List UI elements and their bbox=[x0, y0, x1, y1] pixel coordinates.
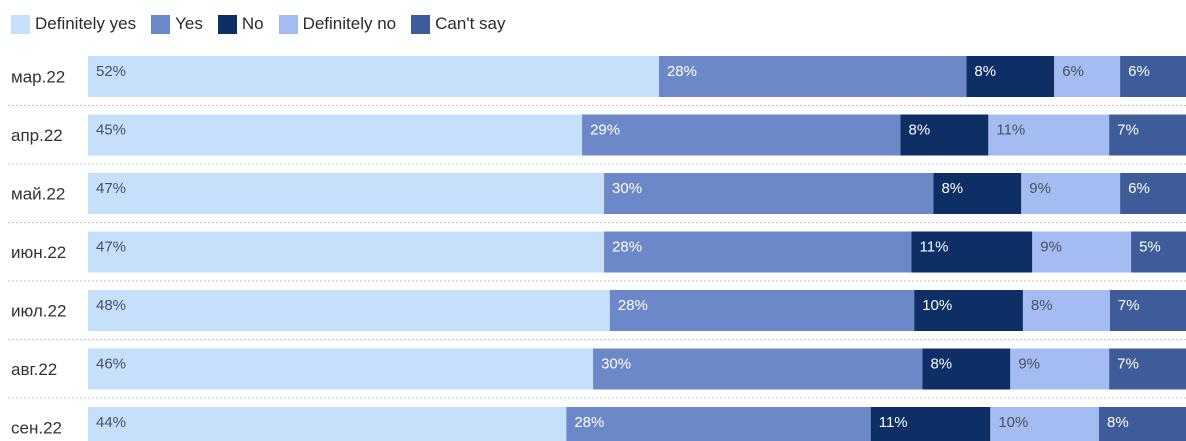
bar-segment-no bbox=[914, 290, 1023, 331]
value-label: 28% bbox=[667, 63, 697, 80]
legend-label: No bbox=[241, 14, 264, 33]
bar-segment-no bbox=[870, 407, 991, 441]
value-label: 5% bbox=[1139, 239, 1161, 256]
legend-item-definitely-yes: Definitely yes bbox=[11, 14, 136, 34]
value-label: 9% bbox=[1018, 356, 1040, 373]
value-label: 47% bbox=[96, 180, 126, 197]
category-label: мар.22 bbox=[11, 68, 65, 87]
value-label: 8% bbox=[941, 180, 963, 197]
bar-segment-definitely-yes bbox=[88, 231, 605, 273]
bar-segment-no bbox=[900, 114, 989, 156]
legend-swatch bbox=[11, 14, 30, 34]
legend: Definitely yes Yes No Definitely no Can't sa… bbox=[11, 12, 520, 36]
category-label: авг.22 bbox=[11, 360, 57, 379]
bar-segment-definitely-yes bbox=[88, 348, 594, 390]
legend-label: Definitely yes bbox=[35, 14, 137, 33]
bar-segment-yes bbox=[582, 114, 901, 156]
legend-item-can-t-say: Can't say bbox=[411, 14, 505, 34]
value-label: 47% bbox=[96, 239, 126, 256]
value-label: 11% bbox=[879, 414, 908, 431]
value-label: 7% bbox=[1117, 122, 1139, 139]
value-label: 7% bbox=[1118, 297, 1140, 314]
bar-segment-no bbox=[922, 348, 1011, 390]
value-label: 28% bbox=[574, 414, 604, 431]
legend-swatch bbox=[217, 14, 237, 34]
bar-segment-yes bbox=[658, 56, 967, 97]
bar-segment-can-t-say bbox=[1109, 290, 1186, 331]
legend-item-yes: Yes bbox=[151, 14, 203, 34]
value-label: 11% bbox=[996, 122, 1025, 139]
bar-segment-yes bbox=[604, 173, 934, 214]
bar-segment-definitely-yes bbox=[88, 173, 605, 214]
bar-segment-definitely-yes bbox=[88, 114, 583, 156]
bar-segment-no bbox=[911, 231, 1033, 273]
value-label: 48% bbox=[96, 297, 126, 314]
legend-item-no: No bbox=[217, 14, 264, 34]
value-label: 9% bbox=[1029, 180, 1051, 197]
value-label: 30% bbox=[601, 356, 631, 373]
legend-label: Can't say bbox=[435, 14, 506, 33]
value-label: 52% bbox=[96, 63, 126, 80]
bar-segment-definitely-yes bbox=[88, 290, 610, 331]
value-label: 28% bbox=[612, 239, 642, 256]
bar-segment-definitely-no bbox=[990, 407, 1100, 441]
value-label: 10% bbox=[922, 297, 952, 314]
value-label: 9% bbox=[1040, 239, 1062, 256]
bar-segment-can-t-say bbox=[1099, 407, 1186, 441]
bar-segment-definitely-no bbox=[1010, 348, 1110, 390]
value-label: 6% bbox=[1128, 63, 1150, 80]
value-label: 10% bbox=[998, 414, 1028, 431]
category-label: апр.22 bbox=[11, 126, 63, 145]
bar-segment-yes bbox=[609, 290, 915, 331]
bar-segment-can-t-say bbox=[1120, 56, 1186, 97]
legend-swatch bbox=[151, 14, 171, 34]
bar-segment-definitely-yes bbox=[88, 407, 567, 441]
bar-segment-definitely-no bbox=[1022, 290, 1110, 331]
bar-segment-definitely-no bbox=[988, 114, 1110, 156]
value-label: 8% bbox=[909, 122, 931, 139]
bar-segment-no bbox=[966, 56, 1055, 97]
category-label: сен.22 bbox=[11, 419, 62, 438]
bar-segment-can-t-say bbox=[1109, 114, 1186, 156]
legend-label: Definitely no bbox=[302, 14, 397, 33]
value-label: 8% bbox=[974, 63, 996, 80]
value-label: 8% bbox=[930, 356, 952, 373]
value-label: 30% bbox=[612, 180, 642, 197]
value-label: 7% bbox=[1117, 356, 1139, 373]
category-label: июн.22 bbox=[11, 243, 66, 262]
bar-segment-definitely-no bbox=[1054, 56, 1121, 97]
legend-swatch bbox=[278, 14, 298, 34]
value-label: 8% bbox=[1031, 297, 1053, 314]
bar-segment-can-t-say bbox=[1120, 173, 1186, 214]
category-label: май.22 bbox=[11, 185, 65, 204]
legend-item-definitely-no: Definitely no bbox=[278, 14, 397, 34]
bar-segment-yes bbox=[604, 231, 912, 273]
value-label: 6% bbox=[1128, 180, 1150, 197]
value-label: 8% bbox=[1107, 414, 1129, 431]
value-label: 45% bbox=[96, 122, 126, 139]
value-label: 11% bbox=[920, 239, 949, 256]
category-label: июл.22 bbox=[11, 302, 66, 321]
bar-segment-definitely-yes bbox=[88, 56, 659, 97]
bar-segment-no bbox=[933, 173, 1022, 214]
legend-swatch bbox=[411, 14, 431, 34]
legend-label: Yes bbox=[175, 14, 203, 33]
value-label: 29% bbox=[590, 122, 620, 139]
value-label: 6% bbox=[1062, 63, 1084, 80]
bar-segment-definitely-no bbox=[1032, 231, 1132, 273]
bar-segment-yes bbox=[593, 348, 923, 390]
bar-segment-can-t-say bbox=[1109, 348, 1186, 390]
value-label: 44% bbox=[96, 414, 126, 431]
value-label: 46% bbox=[96, 356, 126, 373]
bar-segment-can-t-say bbox=[1131, 231, 1186, 273]
value-label: 28% bbox=[618, 297, 648, 314]
bar-segment-yes bbox=[566, 407, 871, 441]
bar-segment-definitely-no bbox=[1021, 173, 1121, 214]
